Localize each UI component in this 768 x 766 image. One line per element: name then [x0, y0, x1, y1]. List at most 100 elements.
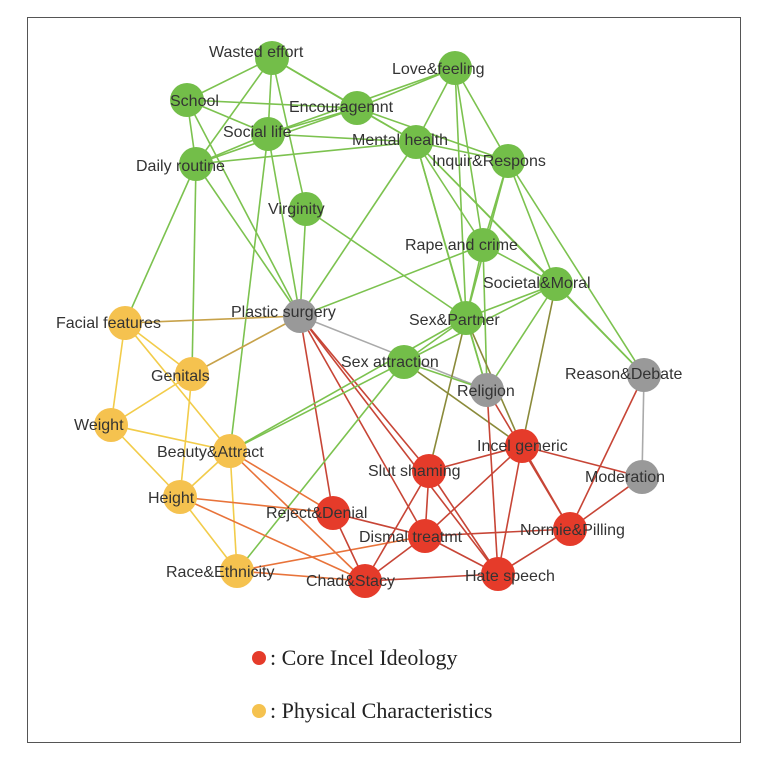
figure-frame [27, 17, 741, 743]
node-label-weight: Weight [74, 417, 124, 434]
node-wasted [255, 41, 289, 75]
edge-wasted-daily [195, 57, 273, 165]
node-label-race: Race&Ethnicity [166, 564, 275, 581]
node-hate [481, 557, 515, 591]
node-beauty [213, 434, 247, 468]
edge-plastic-slut [299, 315, 430, 472]
node-label-beauty: Beauty&Attract [157, 444, 264, 461]
edge-societal-incel [521, 283, 557, 447]
node-label-plastic: Plastic surgery [231, 304, 336, 321]
edge-sexpart-beauty [229, 317, 467, 452]
node-label-social: Social life [223, 124, 292, 141]
node-label-school: School [170, 93, 219, 110]
node-daily [179, 147, 213, 181]
legend-label-physical: : Physical Characteristics [270, 698, 493, 723]
node-label-daily: Daily routine [136, 158, 225, 175]
node-sexattr [387, 345, 421, 379]
edge-incel-dismal [424, 445, 523, 537]
node-virgin [289, 192, 323, 226]
edge-daily-genitals [191, 163, 197, 375]
edge-weight-beauty [110, 424, 231, 452]
edge-inquir-reason [507, 160, 645, 376]
node-label-sexpart: Sex&Partner [409, 312, 500, 329]
edge-daily-facial [124, 163, 197, 324]
node-label-incel: Incel generic [477, 438, 568, 455]
node-label-sexattr: Sex attraction [341, 354, 439, 371]
node-religion [470, 373, 504, 407]
legend-item-physical: : Physical Characteristics [252, 698, 492, 724]
edge-love-inquir [454, 67, 509, 162]
edge-plastic-facial [124, 315, 301, 324]
edge-incel-moder [521, 445, 643, 478]
edge-love-rape [454, 67, 484, 246]
node-label-dismal: Dismal treatmt [359, 529, 463, 546]
edge-social-beauty [229, 133, 269, 452]
node-label-normie: Normie&Pilling [520, 522, 625, 539]
edge-plastic-dismal [299, 315, 426, 537]
edge-social-mental [267, 133, 417, 143]
edge-religion-hate [486, 389, 499, 575]
edge-plastic-genitals [191, 315, 301, 375]
edge-virgin-plastic [299, 208, 307, 317]
edge-beauty-race [229, 450, 238, 572]
legend-item-core: : Core Incel Ideology [252, 645, 458, 671]
node-label-rape: Rape and crime [405, 237, 518, 254]
node-incel [505, 429, 539, 463]
node-genitals [175, 357, 209, 391]
node-plastic [283, 299, 317, 333]
edge-love-encour [356, 67, 456, 109]
node-mental [399, 125, 433, 159]
node-label-reason: Reason&Debate [565, 366, 683, 383]
edge-height-chad [179, 496, 366, 582]
node-label-hate: Hate speech [465, 568, 555, 585]
node-height [163, 480, 197, 514]
edge-plastic-reject [299, 315, 334, 514]
node-normie [553, 512, 587, 546]
node-societal [539, 267, 573, 301]
node-label-slut: Slut shaming [368, 463, 461, 480]
node-label-wasted: Wasted effort [209, 44, 304, 61]
edge-societal-religion [486, 283, 557, 391]
node-weight [94, 408, 128, 442]
node-school [170, 83, 204, 117]
node-sexpart [449, 301, 483, 335]
legend-label-core: : Core Incel Ideology [270, 645, 458, 670]
edge-reason-moder [641, 374, 645, 478]
edge-mental-rape [415, 141, 484, 246]
edge-dismal-normie [424, 528, 571, 537]
node-encour [340, 91, 374, 125]
node-moder [625, 460, 659, 494]
node-label-virgin: Virginity [268, 201, 325, 218]
edge-beauty-chad [229, 450, 366, 582]
edge-social-plastic [267, 133, 301, 317]
edge-wasted-virgin [271, 57, 307, 210]
node-label-mental: Mental health [352, 132, 448, 149]
node-reject [316, 496, 350, 530]
edge-reason-normie [569, 374, 645, 530]
node-label-genitals: Genitals [151, 368, 210, 385]
edge-mental-plastic [299, 141, 417, 317]
node-label-chad: Chad&Stacy [306, 573, 395, 590]
edge-genitals-height [179, 373, 193, 498]
label-layer: Wasted effort Love&feeling School Encourage… [56, 44, 683, 590]
edge-plastic-hate [299, 315, 499, 575]
node-layer [94, 41, 661, 598]
edge-facial-beauty [124, 322, 231, 452]
node-label-religion: Religion [457, 383, 515, 400]
legend-dot-red [252, 651, 266, 665]
edge-school-plastic [186, 99, 301, 317]
edge-school-encour [186, 99, 358, 109]
edge-slut-chad [364, 470, 430, 582]
edge-facial-weight [110, 322, 126, 426]
edge-sexattr-incel [403, 361, 523, 447]
node-label-reject: Reject&Denial [266, 505, 367, 522]
node-label-love: Love&feeling [392, 61, 485, 78]
node-social [251, 117, 285, 151]
edge-virgin-sexpart [305, 208, 467, 319]
node-label-height: Height [148, 490, 195, 507]
edge-chad-hate [364, 573, 499, 582]
edge-inquir-societal [507, 160, 557, 285]
node-label-facial: Facial features [56, 315, 161, 332]
node-dismal [408, 519, 442, 553]
